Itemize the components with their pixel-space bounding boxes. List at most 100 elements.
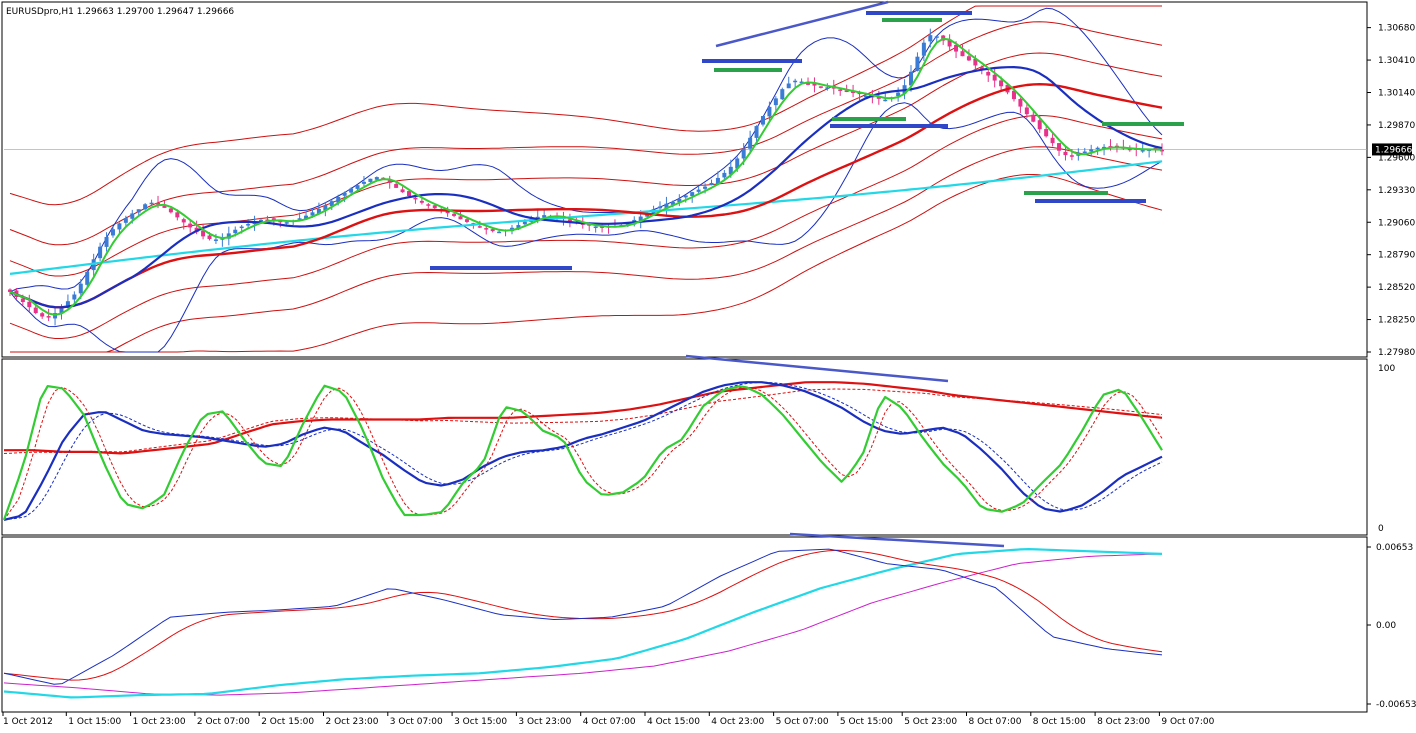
- candle-body: [973, 58, 978, 66]
- candle-body: [40, 313, 45, 317]
- candle-body: [33, 307, 38, 314]
- time-tick-label: 5 Oct 15:00: [840, 717, 893, 727]
- candle-body: [658, 206, 663, 209]
- candle-body: [1082, 151, 1087, 154]
- stoch-red-line: [4, 381, 1163, 455]
- candle-body: [883, 99, 888, 102]
- candle-body: [1037, 120, 1042, 130]
- candle-body: [522, 221, 527, 225]
- candle-body: [78, 283, 83, 294]
- candle-body: [323, 205, 328, 211]
- time-tick-label: 2 Oct 07:00: [197, 717, 250, 727]
- time-tick-label: 4 Oct 07:00: [583, 717, 636, 727]
- candle-body: [1140, 150, 1145, 152]
- candle-body: [149, 202, 154, 205]
- candle-body: [683, 195, 688, 198]
- candle-body: [1063, 151, 1068, 156]
- candle-body: [844, 90, 849, 93]
- candle-body: [1031, 114, 1036, 122]
- candle-body: [188, 223, 193, 228]
- candle-body: [567, 219, 572, 222]
- macd-layer: [3, 532, 1163, 699]
- candle-body: [413, 197, 418, 200]
- candle-body: [863, 95, 868, 98]
- price-panel-frame: [1, 1, 1368, 358]
- candle-body: [986, 72, 991, 76]
- candle-body: [336, 196, 341, 203]
- candle-body: [394, 184, 399, 188]
- candle-body: [838, 89, 843, 91]
- candle-body: [168, 208, 173, 213]
- candle-body: [741, 148, 746, 159]
- stochastic-panel-frame: [1, 358, 1368, 536]
- candle-body: [342, 192, 347, 196]
- time-tick-label: 8 Oct 15:00: [1033, 717, 1086, 727]
- price-tick-label: 1.27980: [1378, 348, 1415, 358]
- candle-body: [677, 198, 682, 203]
- candle-body: [207, 235, 212, 240]
- candle-body: [516, 225, 521, 230]
- time-tick-label: 2 Oct 23:00: [326, 717, 379, 727]
- candle-body: [400, 189, 405, 193]
- blue-band-lower: [9, 102, 1163, 353]
- candle-body: [992, 74, 997, 81]
- red-envelope-outer-lower: [10, 174, 1163, 353]
- candle-body: [1057, 143, 1062, 151]
- candle-body: [934, 36, 939, 38]
- candle-body: [722, 172, 727, 178]
- candle-body: [284, 222, 289, 224]
- candle-body: [484, 228, 489, 230]
- macd-tick-label: -0.00653: [1376, 700, 1416, 710]
- candle-body: [954, 44, 959, 52]
- candle-body: [20, 298, 25, 302]
- price-tick-label: 1.30680: [1378, 24, 1415, 34]
- candle-body: [426, 204, 431, 206]
- time-tick-label: 5 Oct 23:00: [904, 717, 957, 727]
- candle-body: [542, 215, 547, 218]
- stoch-divergence-trendline: [685, 354, 949, 383]
- stochastic-layer: [2, 354, 1163, 521]
- candle-body: [368, 178, 373, 182]
- stoch-blue-line: [3, 381, 1163, 521]
- time-tick-label: 3 Oct 23:00: [518, 717, 571, 727]
- time-tick-label: 1 Oct 15:00: [68, 717, 121, 727]
- candle-body: [85, 271, 90, 285]
- candle-body: [117, 223, 122, 230]
- candle-body: [825, 87, 830, 89]
- candle-body: [355, 185, 360, 189]
- candle-body: [999, 80, 1004, 87]
- candle-body: [278, 220, 283, 223]
- candle-body: [593, 226, 598, 229]
- candle-body: [361, 181, 366, 184]
- candle-body: [46, 316, 51, 318]
- price-tick-label: 1.29870: [1378, 121, 1415, 131]
- candle-body: [1018, 99, 1023, 107]
- candle-body: [316, 208, 321, 214]
- candle-body: [304, 215, 309, 220]
- candle-body: [297, 218, 302, 220]
- candle-body: [896, 92, 901, 97]
- current-price-badge: [1372, 143, 1412, 156]
- candle-body: [1089, 149, 1094, 152]
- candle-body: [786, 83, 791, 89]
- candle-body: [181, 219, 186, 223]
- candle-body: [947, 39, 952, 47]
- candle-body: [909, 71, 914, 86]
- candle-body: [600, 226, 605, 228]
- candle-body: [1127, 148, 1132, 151]
- candle-body: [1095, 147, 1100, 150]
- candle-body: [497, 231, 502, 234]
- candle-body: [1160, 149, 1164, 152]
- candle-body: [748, 137, 753, 149]
- stoch-green-line: [2, 384, 1163, 521]
- red-envelope-mid-upper: [9, 21, 1163, 246]
- candle-body: [201, 230, 206, 237]
- red-moving-average: [9, 83, 1163, 309]
- time-tick-label: 4 Oct 15:00: [647, 717, 700, 727]
- price-tick-label: 1.29600: [1378, 153, 1415, 163]
- candle-body: [8, 289, 12, 292]
- candle-body: [110, 229, 115, 236]
- time-tick-label: 2 Oct 15:00: [261, 717, 314, 727]
- candle-body: [928, 35, 933, 42]
